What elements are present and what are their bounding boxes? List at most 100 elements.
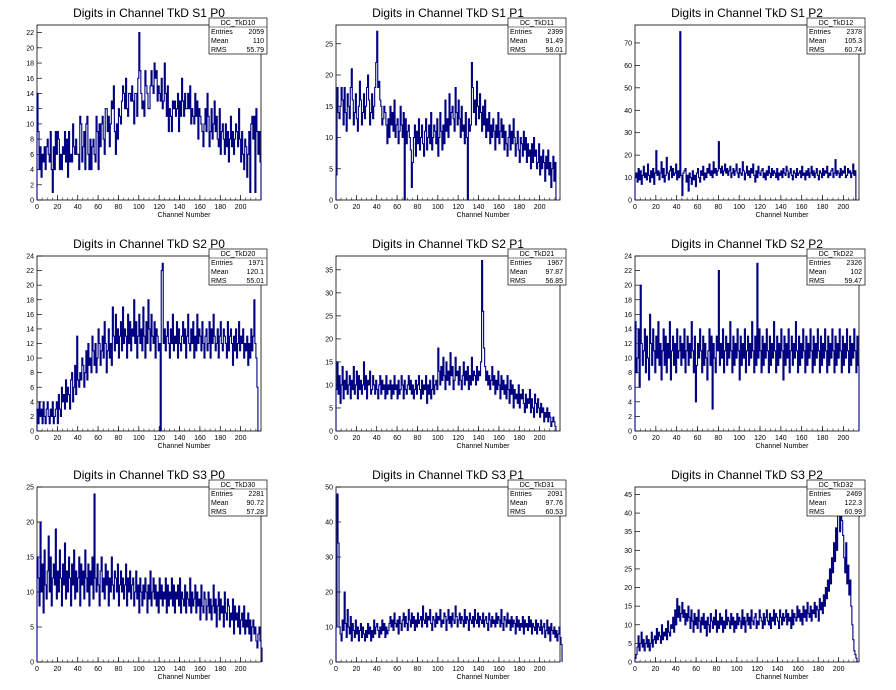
hist-5-ytick-label: 10 — [624, 356, 632, 363]
hist-1-xtick-label: 200 — [534, 204, 546, 211]
hist-4-xtick-label: 20 — [352, 435, 360, 442]
hist-0-ytick-label: 22 — [26, 30, 34, 37]
hist-0-xtick-label: 100 — [133, 204, 145, 211]
hist-8-xtick-label: 40 — [672, 666, 680, 673]
hist-5-ytick-label: 16 — [624, 312, 632, 319]
hist-2-stats-name: DC_TkD12 — [819, 20, 854, 27]
hist-7-stats-value: 60.53 — [545, 509, 563, 516]
hist-5-xtick-label: 140 — [775, 435, 787, 442]
hist-4-ytick-label: 15 — [325, 359, 333, 366]
hist-7-xtick-label: 200 — [534, 666, 546, 673]
hist-3-stats-box — [208, 248, 268, 286]
hist-7-stats-value: 2091 — [547, 491, 563, 498]
hist-0-stats-label: Mean — [211, 38, 229, 45]
hist-5-ytick-label: 8 — [628, 370, 632, 377]
hist-8-ytick-label: 5 — [628, 641, 632, 648]
hist-3-ytick-label: 16 — [26, 312, 34, 319]
hist-3-stats-value: 120.1 — [246, 269, 264, 276]
hist-4-ytick-label: 0 — [329, 429, 333, 436]
hist-7-title: Digits in Channel TkD S3 P1 — [372, 468, 524, 482]
hist-0-title: Digits in Channel TkD S1 P0 — [73, 6, 225, 20]
hist-3-xtick-label: 140 — [174, 435, 186, 442]
hist-4-stats-label: Entries — [510, 260, 532, 267]
hist-2-xtick-label: 160 — [796, 204, 808, 211]
hist-1-stats-value: 2399 — [547, 29, 563, 36]
hist-4-xtick-label: 140 — [473, 435, 485, 442]
hist-5-ytick-label: 18 — [624, 297, 632, 304]
hist-1-xlabel: Channel Number — [457, 212, 511, 219]
hist-0-ytick-label: 18 — [26, 61, 34, 68]
hist-6-xtick-label: 40 — [74, 666, 82, 673]
hist-3-xtick-label: 120 — [153, 435, 165, 442]
hist-5-xtick-label: 160 — [796, 435, 808, 442]
hist-0-ytick-label: 14 — [26, 91, 34, 98]
hist-2-xtick-label: 200 — [838, 204, 850, 211]
hist-6-xtick-label: 200 — [235, 666, 247, 673]
hist-1-stats-name: DC_TkD11 — [520, 20, 554, 27]
hist-5-xlabel: Channel Number — [756, 443, 810, 450]
hist-4-stats-box — [507, 248, 567, 286]
hist-2-title: Digits in Channel TkD S1 P2 — [671, 6, 823, 20]
hist-1-xtick-label: 140 — [473, 204, 485, 211]
hist-5-stats-label: Mean — [809, 269, 827, 276]
hist-8-xtick-label: 180 — [812, 666, 824, 673]
hist-6-stats-value: 2281 — [248, 491, 264, 498]
hist-0-xtick-label: 200 — [235, 204, 247, 211]
hist-4-stats-value: 1967 — [547, 260, 563, 267]
hist-3-xtick-label: 0 — [35, 435, 39, 442]
hist-6-xtick-label: 100 — [133, 666, 145, 673]
hist-6-ytick-label: 5 — [30, 625, 34, 632]
hist-8-ytick-label: 0 — [628, 660, 632, 667]
hist-6-stats-name: DC_TkD30 — [221, 482, 256, 489]
hist-0-stats-box — [208, 17, 268, 55]
hist-8-stats-name: DC_TkD32 — [819, 482, 854, 489]
hist-0-stats-value: 2059 — [248, 29, 264, 36]
hist-2-xtick-label: 20 — [652, 204, 660, 211]
hist-0-xtick-label: 140 — [174, 204, 186, 211]
hist-0-series-line — [36, 32, 262, 200]
hist-4-xtick-label: 60 — [393, 435, 401, 442]
hist-3-stats-label: RMS — [211, 278, 227, 285]
hist-5-ytick-label: 14 — [624, 326, 632, 333]
hist-0-stats-value: 110 — [253, 38, 264, 45]
hist-5-ytick-label: 12 — [624, 341, 632, 348]
hist-0-stats-name: DC_TkD10 — [221, 20, 256, 27]
hist-3-title: Digits in Channel TkD S2 P0 — [73, 237, 225, 251]
hist-5-xtick-label: 120 — [754, 435, 766, 442]
hist-4-stats-value: 97.87 — [545, 269, 563, 276]
hist-2-xtick-label: 60 — [694, 204, 702, 211]
hist-3-stats-label: Mean — [211, 269, 229, 276]
hist-8-stats-value: 2469 — [846, 491, 862, 498]
hist-3-ytick-label: 20 — [26, 283, 34, 290]
hist-1-stats-value: 58.01 — [545, 47, 563, 54]
hist-1-stats-box — [507, 17, 567, 55]
hist-4-ytick-label: 5 — [329, 405, 333, 412]
hist-6-stats-label: Mean — [211, 500, 229, 507]
hist-4-ytick-label: 25 — [325, 313, 333, 320]
hist-0-xtick-label: 80 — [115, 204, 123, 211]
hist-2-stats-value: 2378 — [846, 29, 862, 36]
hist-8-xlabel: Channel Number — [756, 674, 810, 681]
hist-4-xtick-label: 80 — [414, 435, 422, 442]
hist-8-xtick-label: 20 — [651, 666, 659, 673]
hist-8-xtick-label: 200 — [833, 666, 845, 673]
hist-8-series-line — [634, 497, 858, 663]
hist-8-stats-value: 122.3 — [844, 500, 862, 507]
hist-7-series-line — [335, 493, 563, 662]
hist-1-xtick-label: 120 — [452, 204, 464, 211]
hist-4-xtick-label: 120 — [452, 435, 464, 442]
hist-2-stats-label: Mean — [809, 38, 827, 45]
hist-0-xtick-label: 180 — [214, 204, 226, 211]
hist-8-xtick-label: 120 — [751, 666, 763, 673]
hist-8-title: Digits in Channel TkD S3 P2 — [671, 468, 823, 482]
hist-0-xtick-label: 20 — [53, 204, 61, 211]
hist-4-ytick-label: 35 — [325, 267, 333, 274]
hist-7-ytick-label: 50 — [325, 485, 333, 492]
hist-3-ytick-label: 24 — [26, 254, 34, 261]
hist-5-stats-label: Entries — [809, 260, 831, 267]
hist-3-xtick-label: 40 — [74, 435, 82, 442]
hist-0-ytick-label: 6 — [30, 152, 34, 159]
hist-0-stats-value: 55.79 — [246, 47, 264, 54]
hist-3-stats-value: 55.01 — [246, 278, 264, 285]
